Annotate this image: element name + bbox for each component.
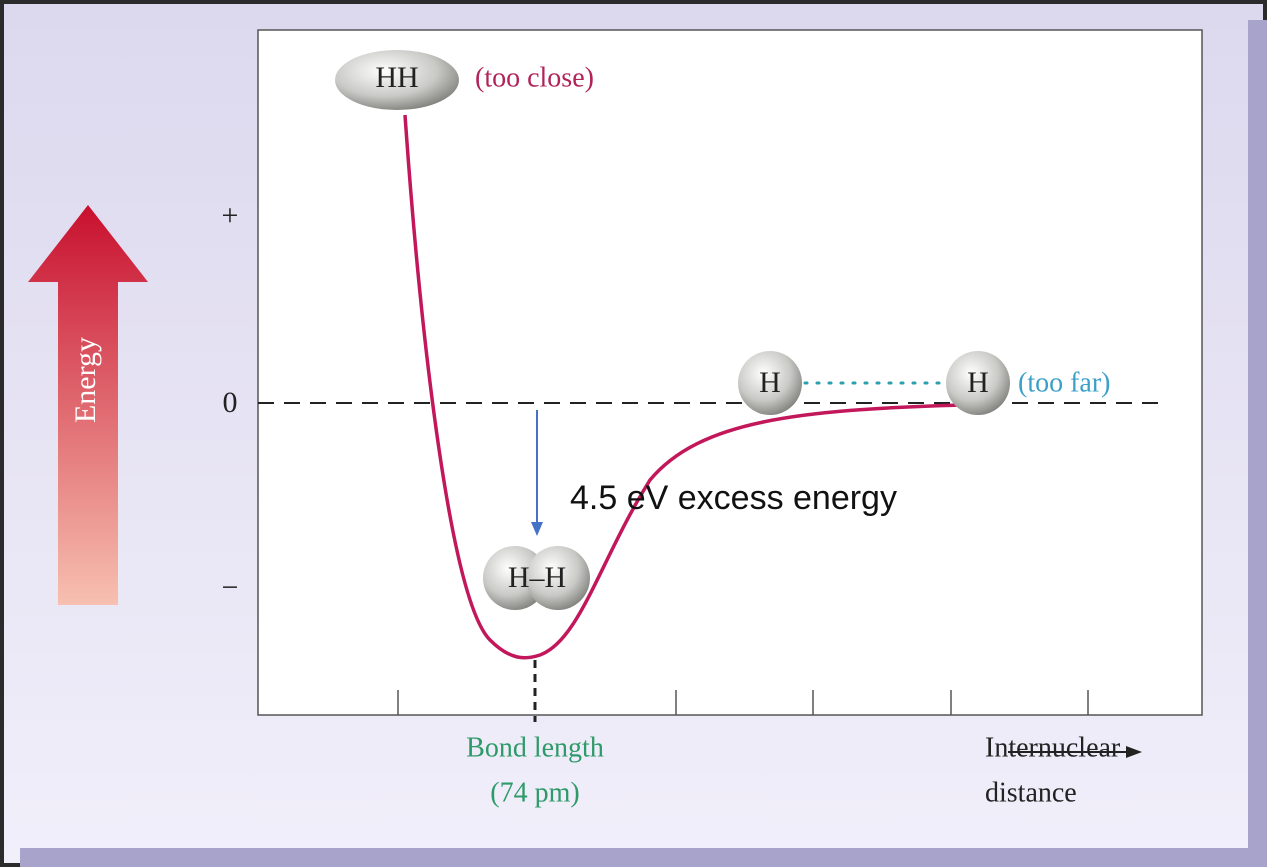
- h-atom-left: [738, 351, 802, 415]
- plot-area: [257, 29, 1203, 716]
- x-ticks: [397, 690, 1089, 715]
- energy-arrow: [28, 205, 148, 605]
- bonded-atom-right: [526, 546, 590, 610]
- shadow-right: [1248, 20, 1267, 867]
- zero-label: 0: [223, 386, 238, 419]
- x-axis-arrowhead: [1126, 746, 1142, 758]
- h-left-label: H: [759, 366, 781, 399]
- too-close-note: (too close): [475, 62, 594, 93]
- minus-label: −: [222, 571, 239, 604]
- h-atom-right: [946, 351, 1010, 415]
- hh-label: HH: [375, 61, 418, 94]
- bond-length-label: Bond length: [466, 732, 604, 763]
- x-axis-label-2: distance: [985, 777, 1077, 808]
- h-right-label: H: [967, 366, 989, 399]
- excess-arrowhead: [531, 522, 543, 536]
- bonded-label: H–H: [508, 561, 566, 594]
- energy-curve: [403, 114, 961, 660]
- x-axis-label: Internuclear: [985, 732, 1121, 763]
- shadow-bottom: [20, 848, 1267, 867]
- bond-length-value: (74 pm): [490, 777, 579, 808]
- energy-label: Energy: [69, 337, 102, 423]
- excess-annotation: 4.5 eV excess energy: [570, 479, 897, 517]
- too-far-note: (too far): [1018, 367, 1111, 398]
- hh-molecule: [335, 50, 459, 110]
- plus-label: +: [222, 199, 239, 232]
